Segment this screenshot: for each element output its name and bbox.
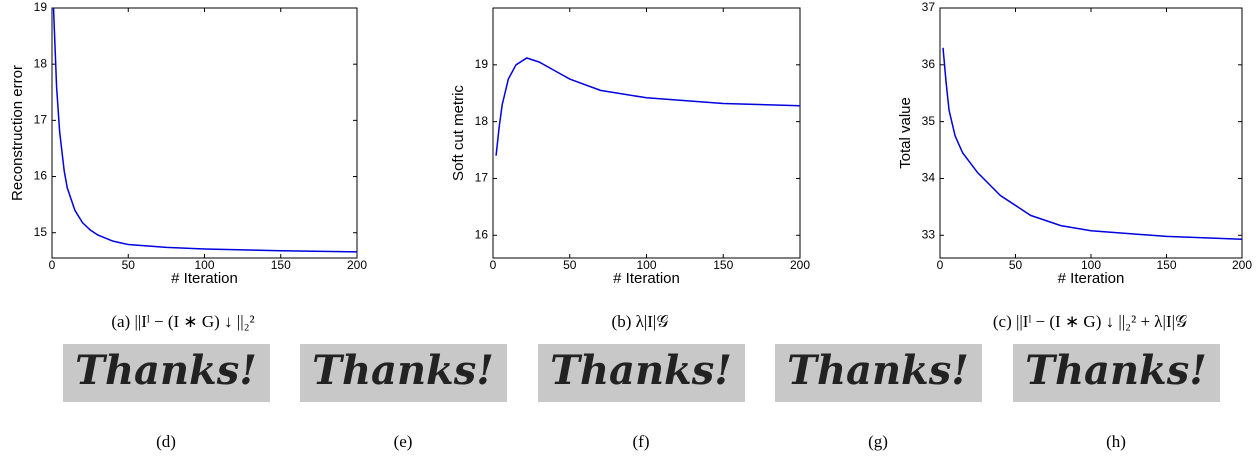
x-tick-label: 50 bbox=[563, 258, 577, 272]
y-tick-label: 18 bbox=[475, 114, 489, 128]
subfigure-label: (f) bbox=[633, 432, 650, 451]
x-axis-label: # Iteration bbox=[613, 270, 680, 287]
x-tick-label: 150 bbox=[1156, 258, 1176, 272]
thumbnail-text: Thanks! bbox=[1025, 347, 1207, 394]
thumbnail-text: Thanks! bbox=[312, 347, 494, 394]
data-line bbox=[54, 8, 357, 252]
y-tick-label: 34 bbox=[922, 171, 936, 185]
y-axis-label: Soft cut metric bbox=[450, 85, 467, 181]
thumbnail-text: Thanks! bbox=[787, 347, 969, 394]
y-tick-label: 19 bbox=[34, 0, 48, 14]
thumbnail-text: Thanks! bbox=[75, 347, 257, 394]
x-tick-label: 50 bbox=[1009, 258, 1023, 272]
thumbnail-text: Thanks! bbox=[550, 347, 732, 394]
subfigure-label: (d) bbox=[156, 432, 176, 451]
y-tick-label: 16 bbox=[475, 227, 489, 241]
figure: 0501001502001516171819# IterationReconst… bbox=[0, 0, 1258, 468]
plot-frame bbox=[493, 8, 800, 258]
y-tick-label: 33 bbox=[922, 227, 936, 241]
caption: (c) ||Iˡ − (I ∗ G) ↓ ||₂² + λ|I|𝒢 bbox=[993, 312, 1187, 331]
caption: (a) ||Iˡ − (I ∗ G) ↓ ||₂² bbox=[111, 312, 254, 331]
y-tick-label: 17 bbox=[475, 171, 489, 185]
data-line bbox=[943, 48, 1242, 239]
y-tick-label: 16 bbox=[34, 169, 48, 183]
y-tick-label: 19 bbox=[475, 57, 489, 71]
x-tick-label: 200 bbox=[1232, 258, 1252, 272]
y-axis-label: Total value bbox=[897, 97, 914, 169]
x-tick-label: 0 bbox=[490, 258, 497, 272]
x-tick-label: 200 bbox=[790, 258, 810, 272]
x-tick-label: 0 bbox=[937, 258, 944, 272]
subfigure-label: (h) bbox=[1106, 432, 1126, 451]
y-axis-label: Reconstruction error bbox=[9, 65, 26, 201]
subfigure-label: (g) bbox=[868, 432, 888, 451]
y-tick-label: 37 bbox=[922, 0, 936, 14]
plot-frame bbox=[940, 8, 1242, 258]
x-axis-label: # Iteration bbox=[171, 270, 238, 287]
y-tick-label: 18 bbox=[34, 56, 48, 70]
x-tick-label: 200 bbox=[347, 258, 367, 272]
x-tick-label: 50 bbox=[122, 258, 136, 272]
caption: (b) λ|I|𝒢 bbox=[612, 312, 669, 331]
x-axis-label: # Iteration bbox=[1058, 270, 1125, 287]
y-tick-label: 17 bbox=[34, 113, 48, 127]
x-tick-label: 150 bbox=[713, 258, 733, 272]
plot-frame bbox=[52, 8, 357, 258]
y-tick-label: 36 bbox=[922, 57, 936, 71]
y-tick-label: 15 bbox=[34, 225, 48, 239]
data-line bbox=[496, 58, 800, 156]
x-tick-label: 150 bbox=[271, 258, 291, 272]
subfigure-label: (e) bbox=[394, 432, 413, 451]
y-tick-label: 35 bbox=[922, 114, 936, 128]
x-tick-label: 0 bbox=[49, 258, 56, 272]
